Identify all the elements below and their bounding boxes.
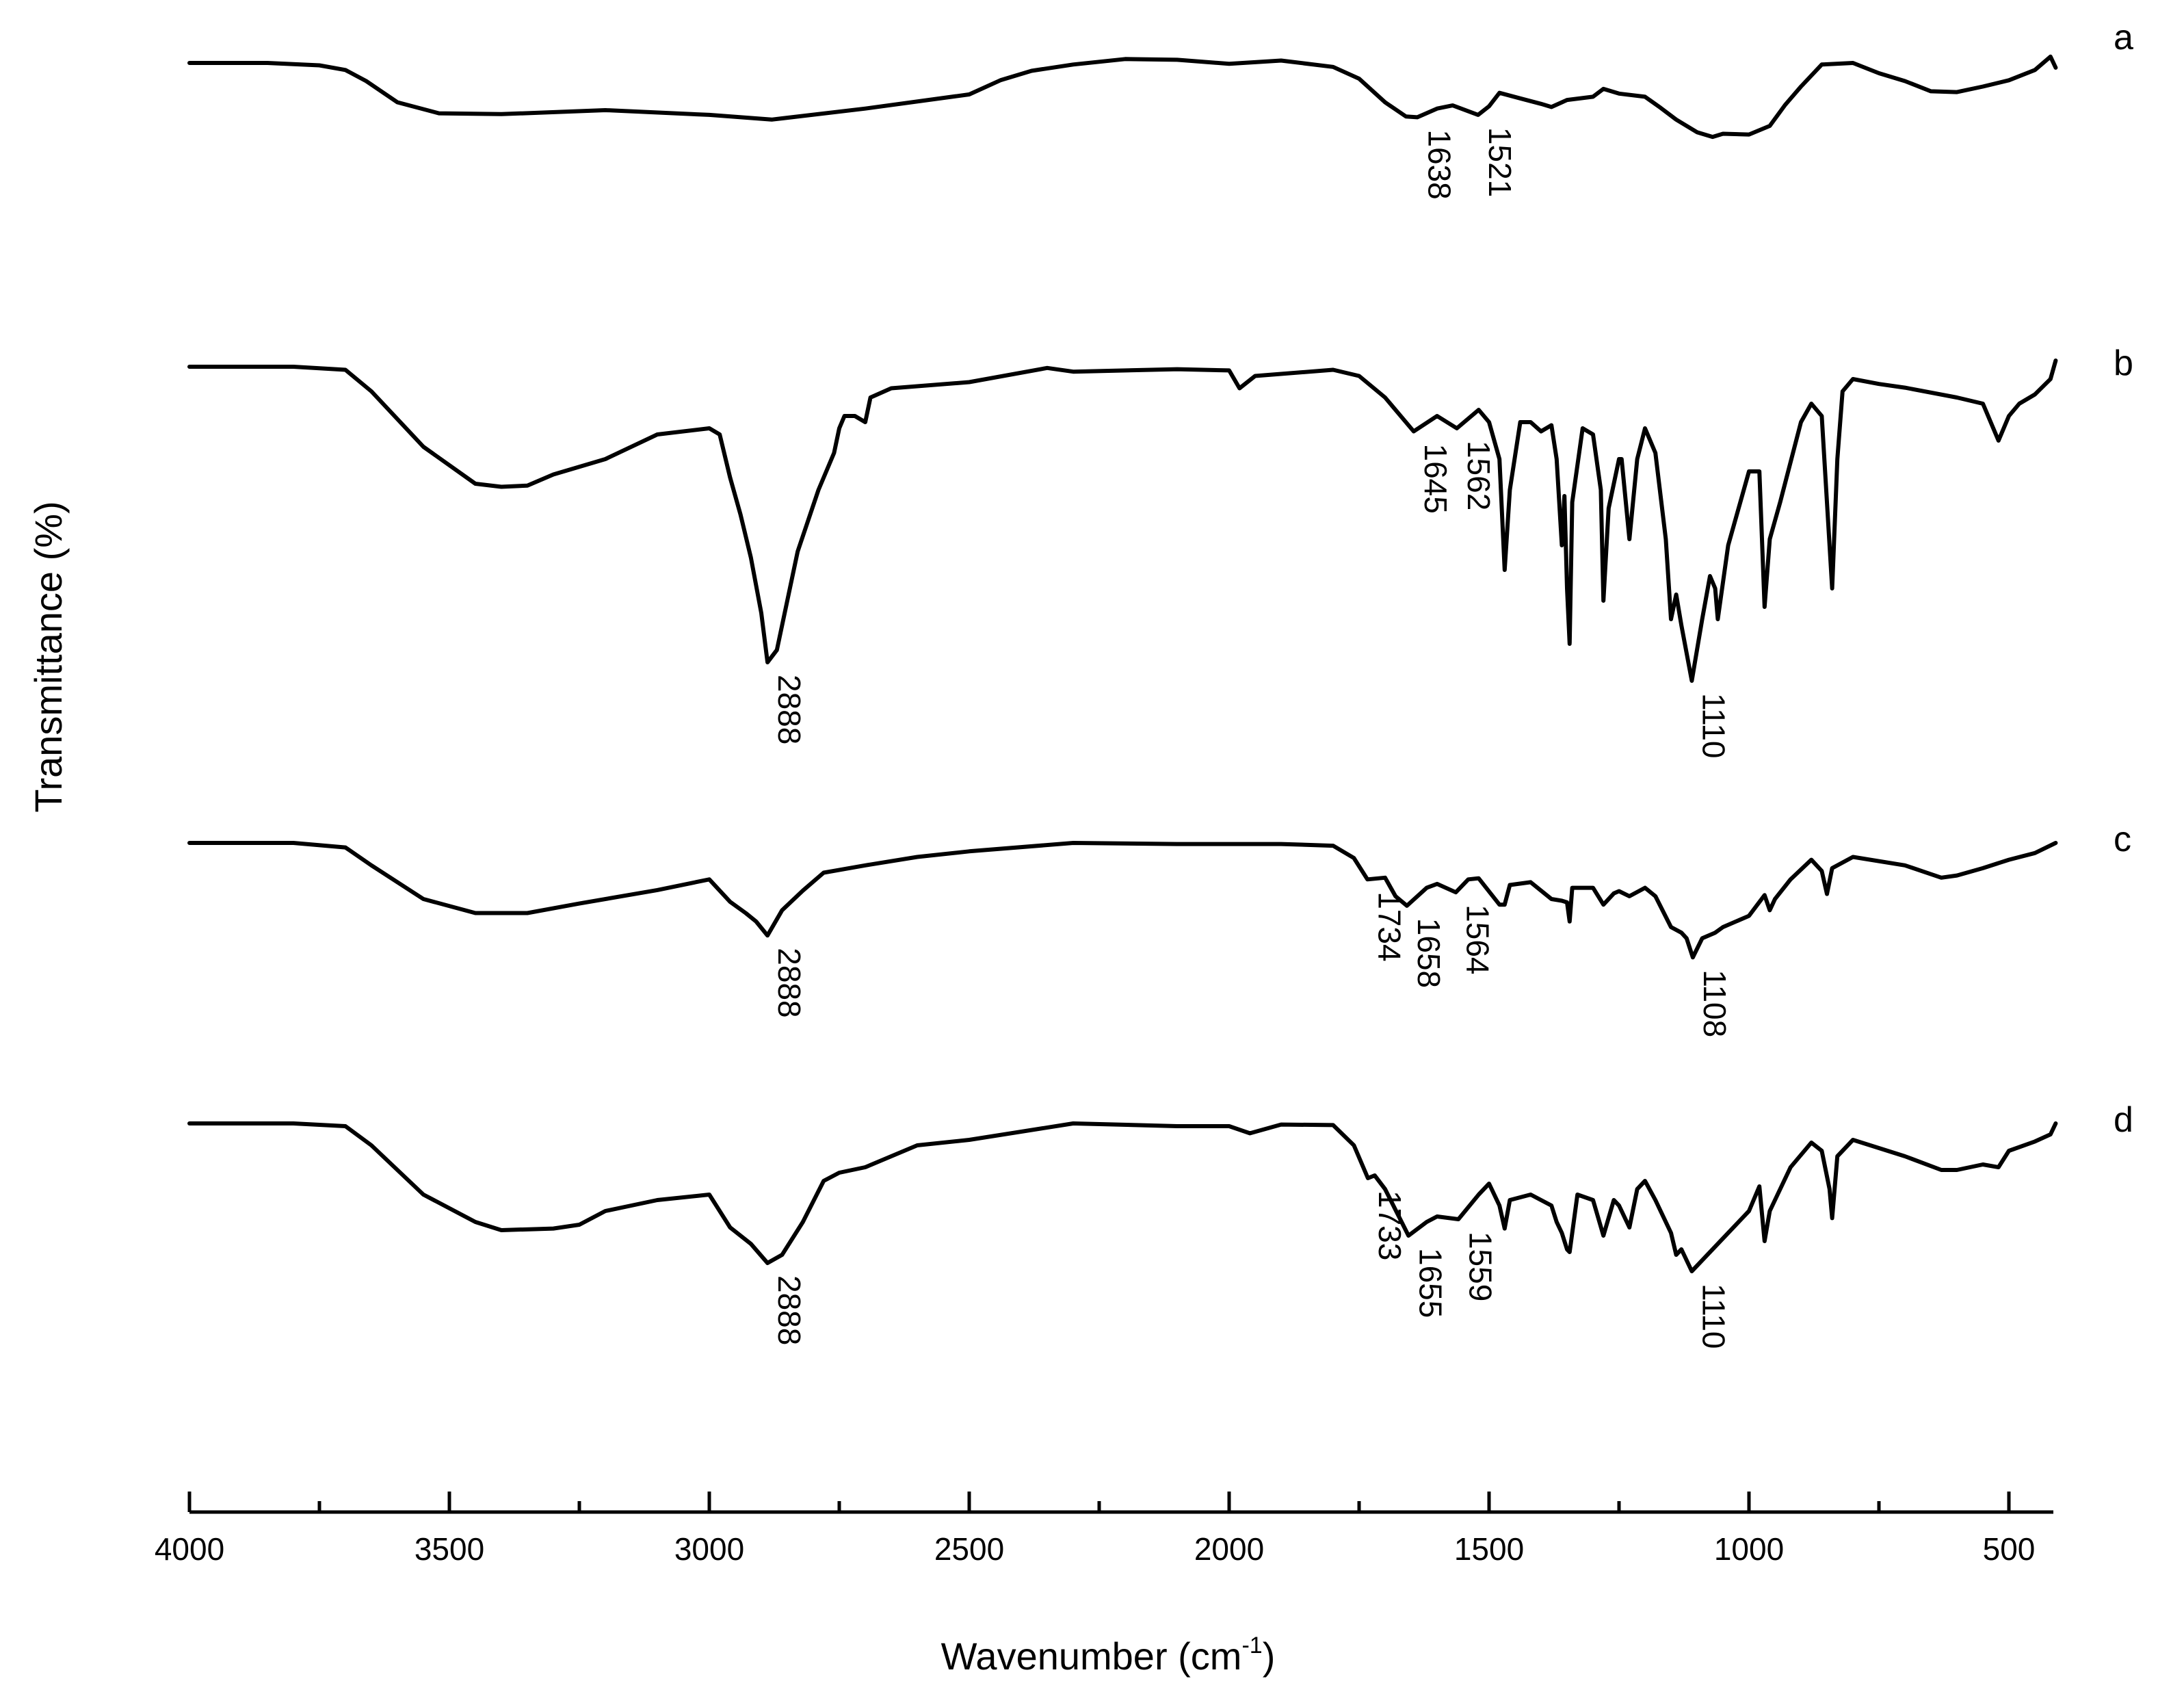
x-tick-label: 4000 — [155, 1531, 224, 1567]
peak-label-c-1564: 1564 — [1460, 904, 1496, 974]
spectrum-line-a — [187, 54, 2058, 140]
peak-label-b-1110: 1110 — [1696, 693, 1732, 759]
spectrum-line-c — [187, 841, 2058, 960]
x-axis: 4000 3500 3000 2500 2000 1500 1000 500 — [155, 1492, 2053, 1567]
y-axis-title: Transmittance (%) — [27, 501, 70, 812]
peak-label-c-1108: 1108 — [1697, 969, 1733, 1037]
peak-label-b-1562: 1562 — [1461, 441, 1497, 510]
peak-label-d-1655: 1655 — [1412, 1248, 1448, 1318]
peak-label-c-1734: 1734 — [1371, 891, 1407, 961]
peak-label-d-1110: 1110 — [1696, 1284, 1732, 1349]
trace-label-c: c — [2114, 820, 2131, 859]
x-tick-label: 3000 — [674, 1531, 744, 1567]
peak-label-a-1521: 1521 — [1482, 127, 1518, 197]
x-ticks-group: 4000 3500 3000 2500 2000 1500 1000 500 — [155, 1492, 2036, 1567]
peak-label-d-1559: 1559 — [1462, 1232, 1498, 1301]
x-tick-label: 2500 — [934, 1531, 1004, 1567]
peak-label-c-1658: 1658 — [1411, 918, 1447, 988]
peak-label-b-1645: 1645 — [1418, 444, 1453, 514]
x-tick-label: 1000 — [1714, 1531, 1784, 1567]
trace-label-a: a — [2114, 18, 2133, 57]
trace-label-b: b — [2114, 343, 2133, 383]
x-tick-label: 3500 — [415, 1531, 484, 1567]
x-tick-label: 500 — [1983, 1531, 2036, 1567]
spectra-group — [187, 54, 2058, 1273]
peak-label-c-2888: 2888 — [772, 948, 807, 1017]
peak-label-d-2888: 2888 — [772, 1275, 807, 1345]
spectrum-line-b — [187, 359, 2058, 683]
x-tick-label: 2000 — [1194, 1531, 1264, 1567]
trace-label-d: d — [2114, 1100, 2133, 1140]
x-tick-label: 1500 — [1454, 1531, 1524, 1567]
peak-label-b-2888: 2888 — [772, 675, 807, 744]
peak-label-a-1638: 1638 — [1421, 129, 1457, 199]
peak-label-d-1733: 1733 — [1372, 1190, 1408, 1260]
spectrum-line-d — [187, 1121, 2058, 1273]
peak-labels-group: 1638 1521 2888 1645 1562 1110 2888 1734 1658 1564… — [772, 127, 1733, 1349]
trace-labels-group: a b c d — [2114, 18, 2133, 1140]
x-axis-title: Wavenumber (cm-1) — [941, 1632, 1276, 1678]
